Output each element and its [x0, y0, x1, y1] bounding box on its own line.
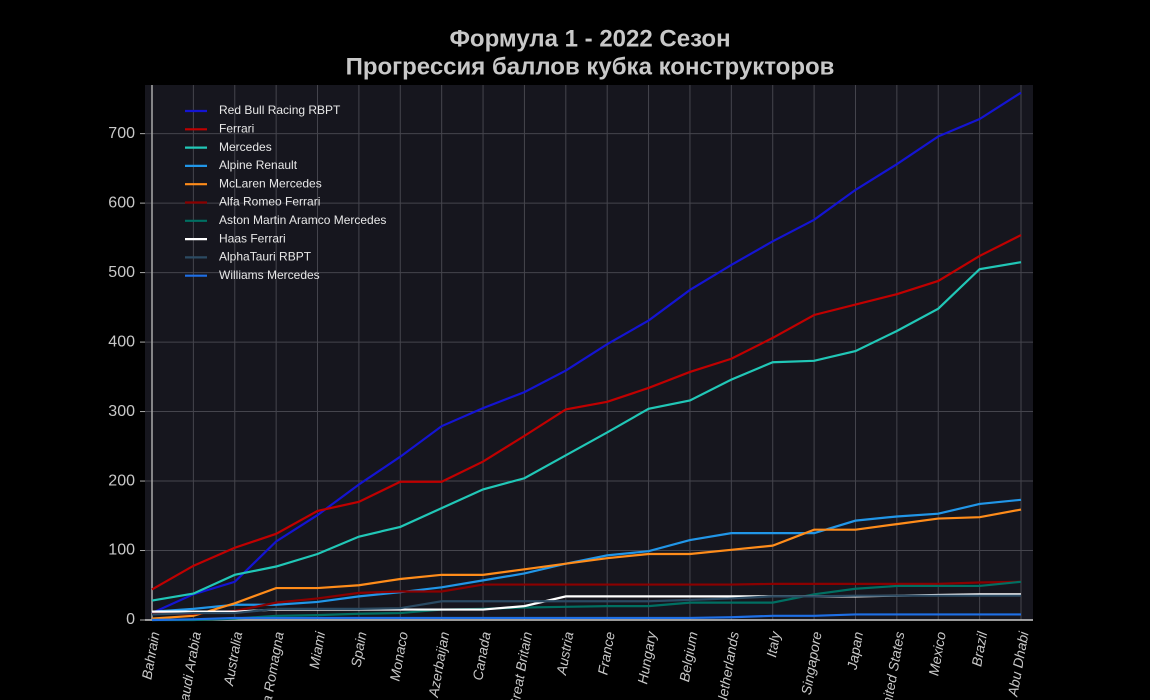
y-tick-label: 400	[108, 333, 135, 350]
legend-label: Haas Ferrari	[219, 231, 286, 245]
x-tick-label: Austria	[553, 630, 577, 677]
legend-label: Alpine Renault	[219, 158, 298, 172]
x-tick-label: Miami	[306, 630, 328, 670]
series-line	[151, 234, 1022, 591]
legend-label: Alfa Romeo Ferrari	[219, 195, 320, 209]
legend-label: AlphaTauri RBPT	[219, 250, 312, 264]
series-line	[152, 580, 1022, 615]
legend-label: Williams Mercedes	[219, 268, 320, 282]
y-tick-label: 700	[108, 125, 135, 142]
series-line	[151, 498, 1022, 613]
legend-label: Ferrari	[219, 121, 254, 135]
chart-subtitle: Прогрессия баллов кубка конструкторов	[346, 53, 835, 80]
y-tick-label: 300	[108, 403, 135, 420]
series-line	[151, 613, 1021, 622]
series-line	[151, 508, 1022, 620]
x-tick-label: France	[594, 630, 617, 676]
legend-label: McLaren Mercedes	[219, 176, 322, 190]
x-tick-label: Spain	[348, 630, 370, 668]
y-tick-label: 200	[108, 472, 135, 489]
x-tick-label: Brazil	[968, 630, 990, 668]
series-line	[151, 594, 1021, 616]
y-tick-label: 0	[126, 611, 135, 628]
series-line	[152, 580, 1022, 622]
chart-title: Формула 1 - 2022 Сезон	[449, 25, 730, 52]
x-tick-label: Japan	[844, 630, 867, 672]
series-line	[151, 261, 1022, 602]
x-tick-label: Mexico	[925, 630, 948, 677]
y-tick-label: 100	[108, 542, 135, 559]
y-tick-label: 600	[108, 194, 135, 211]
legend-label: Red Bull Racing RBPT	[219, 103, 341, 117]
legend-label: Aston Martin Aramco Mercedes	[219, 213, 386, 227]
y-tick-label: 500	[108, 264, 135, 281]
x-tick-label: Italy	[763, 629, 783, 658]
series-line	[151, 91, 1022, 615]
legend-label: Mercedes	[219, 140, 272, 154]
